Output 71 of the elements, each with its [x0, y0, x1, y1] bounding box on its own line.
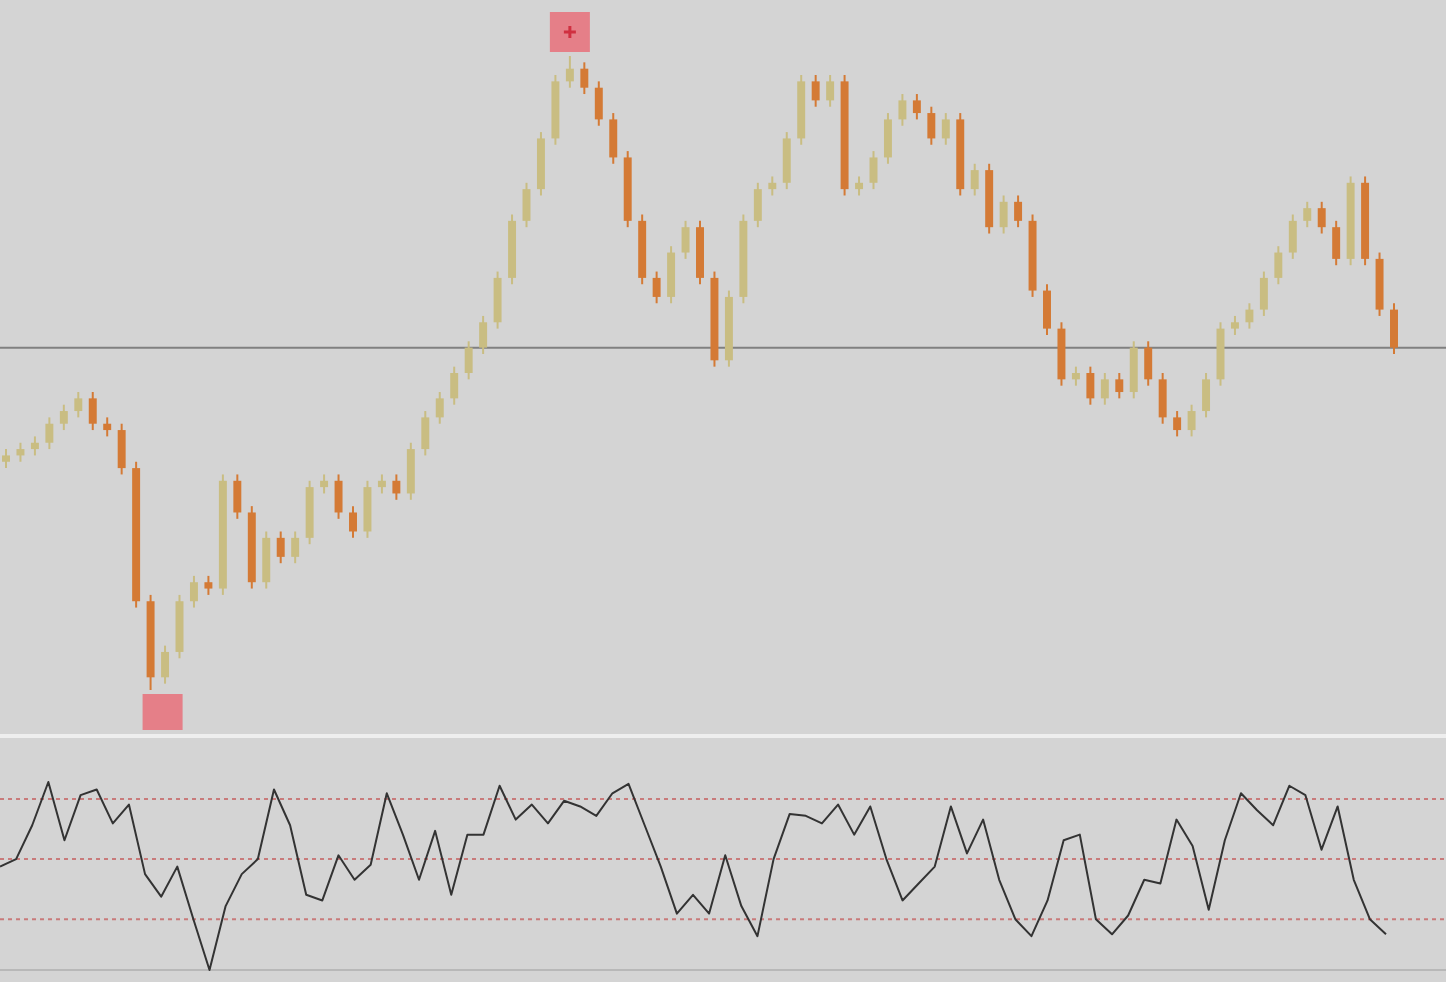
candlestick [753, 181, 762, 229]
candlestick [1158, 372, 1167, 425]
candlestick [2, 448, 10, 470]
candlestick [681, 219, 690, 260]
candlestick [320, 473, 329, 495]
candlestick [349, 505, 357, 539]
candlestick [1115, 372, 1124, 400]
candlestick [970, 162, 979, 197]
candlestick [493, 270, 502, 330]
candlestick [334, 473, 343, 520]
candlestick [1332, 219, 1341, 267]
candlestick [1014, 194, 1023, 229]
candlestick [45, 416, 54, 451]
candlestick [667, 245, 676, 305]
candlestick [233, 473, 242, 520]
candlestick [1303, 200, 1312, 229]
candlestick [406, 441, 415, 501]
candlestick [898, 93, 907, 127]
candlestick [464, 340, 473, 381]
candlestick [1390, 302, 1398, 355]
candlestick [855, 175, 864, 197]
candlestick [479, 314, 488, 355]
candlestick [768, 175, 777, 197]
candlestick [117, 422, 126, 476]
candlestick [782, 131, 791, 191]
candlestick [912, 93, 921, 121]
candlestick [609, 112, 618, 165]
candlestick [1202, 372, 1211, 419]
candlestick [74, 391, 83, 419]
candlestick [450, 365, 459, 406]
candlestick [392, 473, 401, 501]
candlestick [59, 403, 68, 432]
candlestick [1230, 314, 1239, 336]
candlestick [580, 61, 589, 96]
candlestick [869, 150, 878, 191]
candlestick [161, 644, 170, 685]
candlestick [1071, 365, 1080, 387]
candlestick [999, 194, 1008, 235]
candlestick [826, 74, 835, 108]
candlestick [1245, 302, 1254, 330]
candlestick [377, 473, 386, 495]
candlestick [927, 105, 936, 146]
candlestick [30, 435, 39, 457]
candlestick [421, 410, 430, 457]
candlestick [16, 441, 25, 463]
candlestick [811, 74, 820, 108]
candlestick [204, 574, 213, 596]
candlestick [594, 80, 603, 127]
candlestick [291, 530, 300, 565]
candlestick [435, 391, 444, 425]
candlestick [1144, 340, 1153, 387]
candlestick [103, 416, 112, 438]
candlestick [1259, 270, 1268, 317]
candlestick [883, 112, 892, 165]
candlestick [1129, 340, 1138, 400]
candlestick [1288, 213, 1297, 260]
candlestick [1086, 365, 1095, 406]
candlestick [276, 530, 285, 565]
candlestick [1100, 372, 1109, 406]
candlestick [1173, 410, 1182, 438]
candlestick [652, 270, 661, 305]
candlestick [1187, 403, 1196, 438]
candlestick [189, 574, 198, 609]
candlestick [88, 391, 97, 432]
candlestick [1043, 283, 1051, 336]
candlestick [1317, 200, 1326, 235]
candlestick [941, 112, 950, 146]
candlestick [262, 530, 271, 590]
candlestick [1274, 245, 1283, 286]
candlestick [363, 479, 372, 539]
candlestick [565, 55, 574, 89]
